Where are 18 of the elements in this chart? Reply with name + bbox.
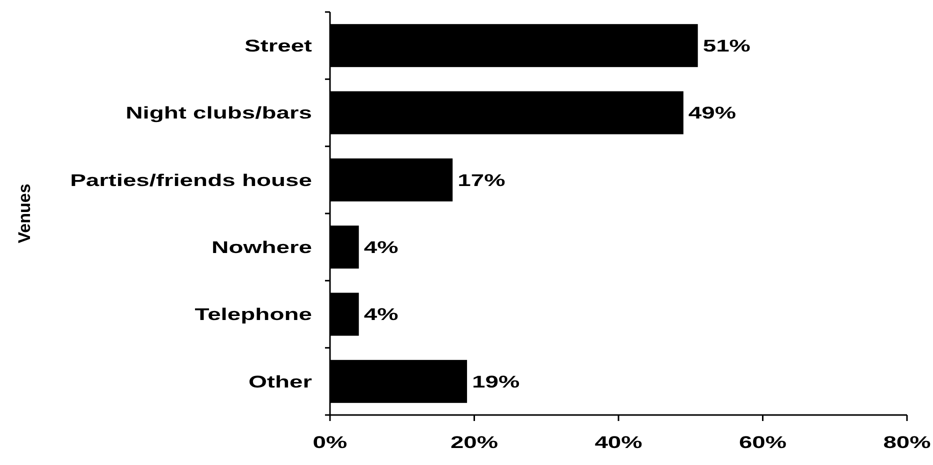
- y-tick-label: Street: [244, 36, 312, 56]
- y-tick-label: Other: [248, 372, 312, 392]
- y-axis-title: Venues: [15, 184, 34, 244]
- data-label: 19%: [472, 372, 520, 392]
- x-tick-label: 80%: [883, 433, 931, 452]
- x-tick-label: 0%: [312, 433, 348, 452]
- y-tick-label: Night clubs/bars: [126, 104, 312, 123]
- x-tick-label: 40%: [594, 433, 642, 452]
- data-label: 4%: [364, 305, 398, 324]
- y-tick-label: Nowhere: [212, 238, 312, 258]
- data-label: 49%: [688, 104, 736, 123]
- data-label: 4%: [364, 238, 398, 258]
- x-tick-label: 20%: [450, 433, 498, 452]
- y-tick-label: Parties/friends house: [70, 171, 312, 190]
- x-tick-label: 60%: [738, 433, 787, 452]
- data-label: 51%: [702, 36, 750, 56]
- y-tick-label: Telephone: [194, 305, 312, 324]
- data-label: 17%: [458, 171, 506, 190]
